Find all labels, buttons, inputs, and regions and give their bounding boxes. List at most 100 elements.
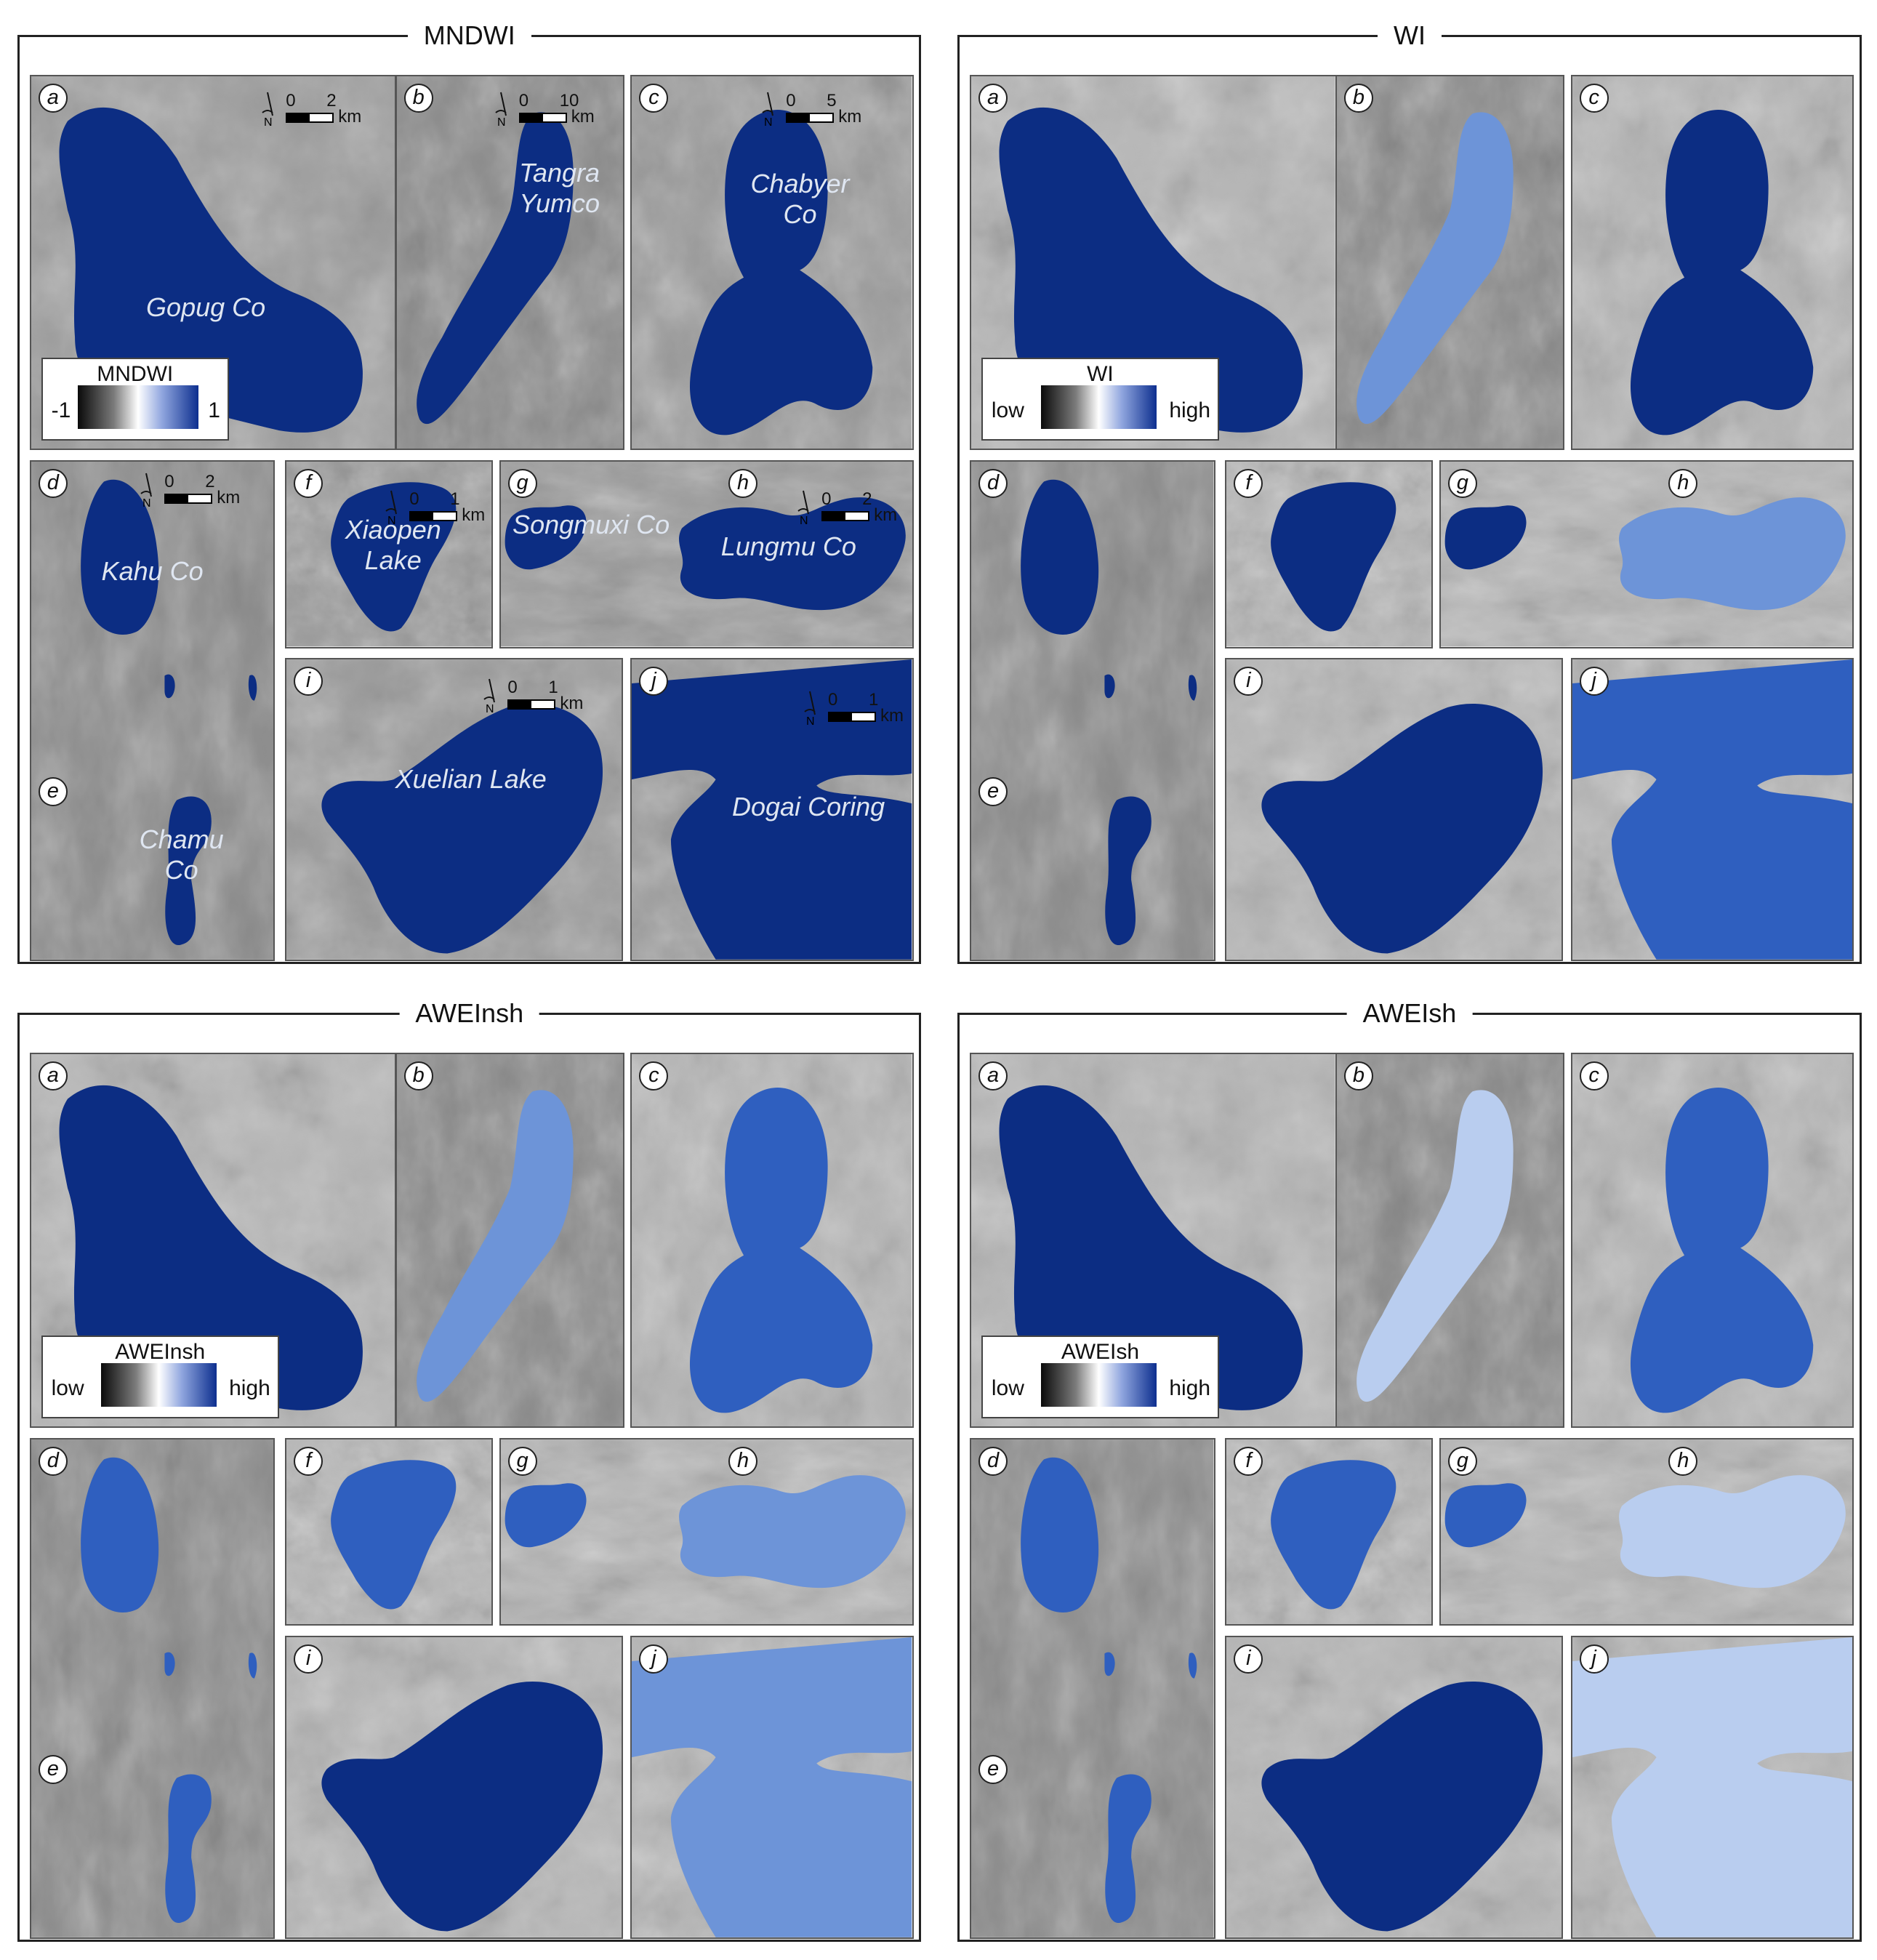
scale-bar-j: N 0 1 km <box>804 689 912 728</box>
map-panel-a: a AWEIsh low high <box>970 1052 1337 1429</box>
terrain-background <box>286 1637 622 1937</box>
scale-min: 0 <box>821 489 832 510</box>
scale-min: 0 <box>828 689 838 710</box>
north-arrow-icon: N <box>257 91 278 131</box>
lake-j <box>632 1637 912 1937</box>
north-label: N <box>497 116 506 127</box>
legend-color-ramp <box>100 1362 217 1407</box>
panel-label-d: d <box>38 469 68 499</box>
lake-name-line: Yumco <box>519 188 600 218</box>
terrain-background <box>1572 659 1852 960</box>
terrain-background <box>632 659 912 960</box>
lake-d <box>1021 1457 1197 1924</box>
north-arrow-icon: N <box>757 91 779 131</box>
scale-bar-f: N 0 1 km <box>385 489 491 527</box>
panel-label-c: c <box>639 1061 669 1091</box>
scale-max: 5 <box>827 91 837 111</box>
scale-bar-a: N 0 2 km <box>262 91 395 129</box>
scale-min: 0 <box>164 471 174 491</box>
panel-label-h: h <box>1668 469 1698 499</box>
map-panel-j: j Dogai Coring N 0 1 km <box>630 658 914 962</box>
map-panel-a: a WI low high <box>970 74 1337 451</box>
north-label: N <box>486 703 494 714</box>
scale-max: 2 <box>205 471 215 491</box>
map-panel-b: b <box>1335 74 1565 451</box>
lake-name-c: Chabyer Co <box>750 169 849 230</box>
panel-label-h: h <box>1668 1447 1698 1477</box>
quadrant-wi: WI a WI low high b c d e f g h i j <box>957 18 1862 964</box>
panel-label-h: h <box>728 469 758 499</box>
lake-a <box>59 107 363 433</box>
map-panel-gh: g h Songmuxi Co Lungmu Co N 0 2 km <box>499 460 914 648</box>
quadrant-title: AWEIsh <box>1346 996 1473 1032</box>
panel-label-j: j <box>639 1644 669 1674</box>
legend-color-ramp <box>1040 385 1157 429</box>
lake-name-j: Dogai Coring <box>732 791 885 822</box>
lake-i <box>1261 704 1543 954</box>
lake-i <box>321 704 603 954</box>
map-panel-b: b <box>395 1052 624 1429</box>
lake-b <box>1356 112 1514 424</box>
north-arrow-icon: N <box>380 489 402 529</box>
panel-label-j: j <box>1579 1644 1609 1674</box>
panel-label-c: c <box>639 83 669 113</box>
panel-label-e: e <box>978 777 1008 807</box>
legend-max: high <box>1169 398 1211 422</box>
scale-bar-d: N 0 2 km <box>140 471 273 510</box>
lake-c <box>690 109 873 435</box>
north-label: N <box>764 116 773 127</box>
scale-bar-i: N 0 1 km <box>483 678 616 715</box>
terrain-background <box>1440 1439 1852 1625</box>
terrain-background <box>1572 1053 1852 1427</box>
north-arrow-icon: N <box>135 472 157 512</box>
legend-min: low <box>991 398 1024 422</box>
legend-min: low <box>51 1375 84 1400</box>
lake-g <box>1444 1483 1527 1548</box>
map-panel-i: i Xuelian Lake N 0 1 km <box>285 658 624 962</box>
scale-unit: km <box>560 694 584 714</box>
quadrant-title: WI <box>1377 18 1442 54</box>
lake-name-e: Chamu Co <box>140 824 224 885</box>
panel-label-h: h <box>728 1447 758 1477</box>
scale-unit: km <box>838 107 862 127</box>
legend-max: high <box>229 1375 270 1400</box>
terrain-background <box>971 462 1214 960</box>
quadrant-title: MNDWI <box>407 18 531 54</box>
north-label: N <box>142 497 151 508</box>
lake-g <box>1444 505 1527 570</box>
color-legend: MNDWI -1 1 <box>41 358 229 441</box>
map-panel-i: i <box>1225 1636 1564 1939</box>
scale-ruler <box>821 511 870 522</box>
lake-f <box>331 1460 457 1610</box>
panel-label-c: c <box>1579 83 1609 113</box>
panel-label-g: g <box>507 1447 537 1477</box>
scale-min: 0 <box>409 489 419 510</box>
north-label: N <box>800 515 808 526</box>
panel-label-f: f <box>1234 1447 1263 1477</box>
lake-f <box>1271 1460 1396 1610</box>
lake-h <box>1618 1475 1846 1589</box>
lake-f <box>1271 482 1396 632</box>
legend-title: MNDWI <box>97 362 174 387</box>
panel-label-i: i <box>294 1644 323 1674</box>
map-panel-i: i <box>1225 658 1564 962</box>
north-label: N <box>264 116 273 127</box>
terrain-background <box>396 1053 623 1427</box>
map-panel-j: j <box>630 1636 914 1939</box>
scale-bar-h: N 0 2 km <box>797 489 912 527</box>
terrain-background <box>500 462 912 647</box>
lake-j <box>1572 659 1852 960</box>
panel-label-f: f <box>1234 469 1263 499</box>
panel-label-e: e <box>38 777 68 807</box>
panel-label-g: g <box>1447 1447 1477 1477</box>
panel-label-d: d <box>38 1447 68 1477</box>
terrain-background <box>1226 1439 1432 1625</box>
map-panel-i: i <box>285 1636 624 1939</box>
scale-max: 2 <box>326 91 337 111</box>
map-panel-c: c Chabyer Co N 0 5 km <box>630 74 914 451</box>
terrain-background <box>396 76 623 449</box>
panel-label-f: f <box>294 1447 323 1477</box>
lake-d <box>80 1457 257 1924</box>
